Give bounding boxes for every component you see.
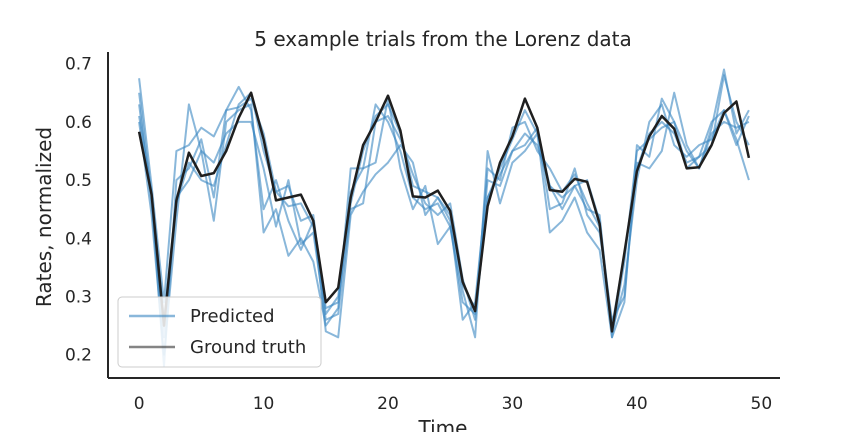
x-tick-label: 10 (253, 394, 275, 414)
series-layer (137, 68, 751, 368)
y-tick-label: 0.6 (65, 113, 92, 133)
x-tick-label: 50 (751, 394, 773, 414)
y-tick-label: 0.2 (65, 346, 92, 366)
x-tick-label: 0 (134, 394, 145, 414)
x-axis-label: Time (418, 416, 468, 432)
y-tick-label: 0.7 (65, 55, 92, 75)
y-tick-label: 0.3 (65, 288, 92, 308)
legend: Predicted Ground truth (117, 296, 322, 368)
legend-box (117, 296, 322, 368)
y-tick-label: 0.5 (65, 171, 92, 191)
x-tick-label: 30 (502, 394, 524, 414)
x-tick-label: 20 (377, 394, 399, 414)
legend-label-predicted: Predicted (190, 306, 275, 327)
predicted-series-line-2 (138, 91, 750, 339)
ground-truth-series-line (137, 91, 751, 333)
legend-label-ground-truth: Ground truth (190, 337, 306, 358)
x-ticks: 0 10 20 30 40 50 (134, 394, 772, 414)
chart-title: 5 example trials from the Lorenz data (254, 27, 632, 51)
y-tick-label: 0.4 (65, 229, 92, 249)
predicted-series-line-3 (138, 97, 750, 356)
x-tick-label: 40 (626, 394, 648, 414)
y-ticks: 0.2 0.3 0.4 0.5 0.6 0.7 (65, 55, 92, 366)
y-axis-label: Rates, normalized (32, 127, 56, 307)
